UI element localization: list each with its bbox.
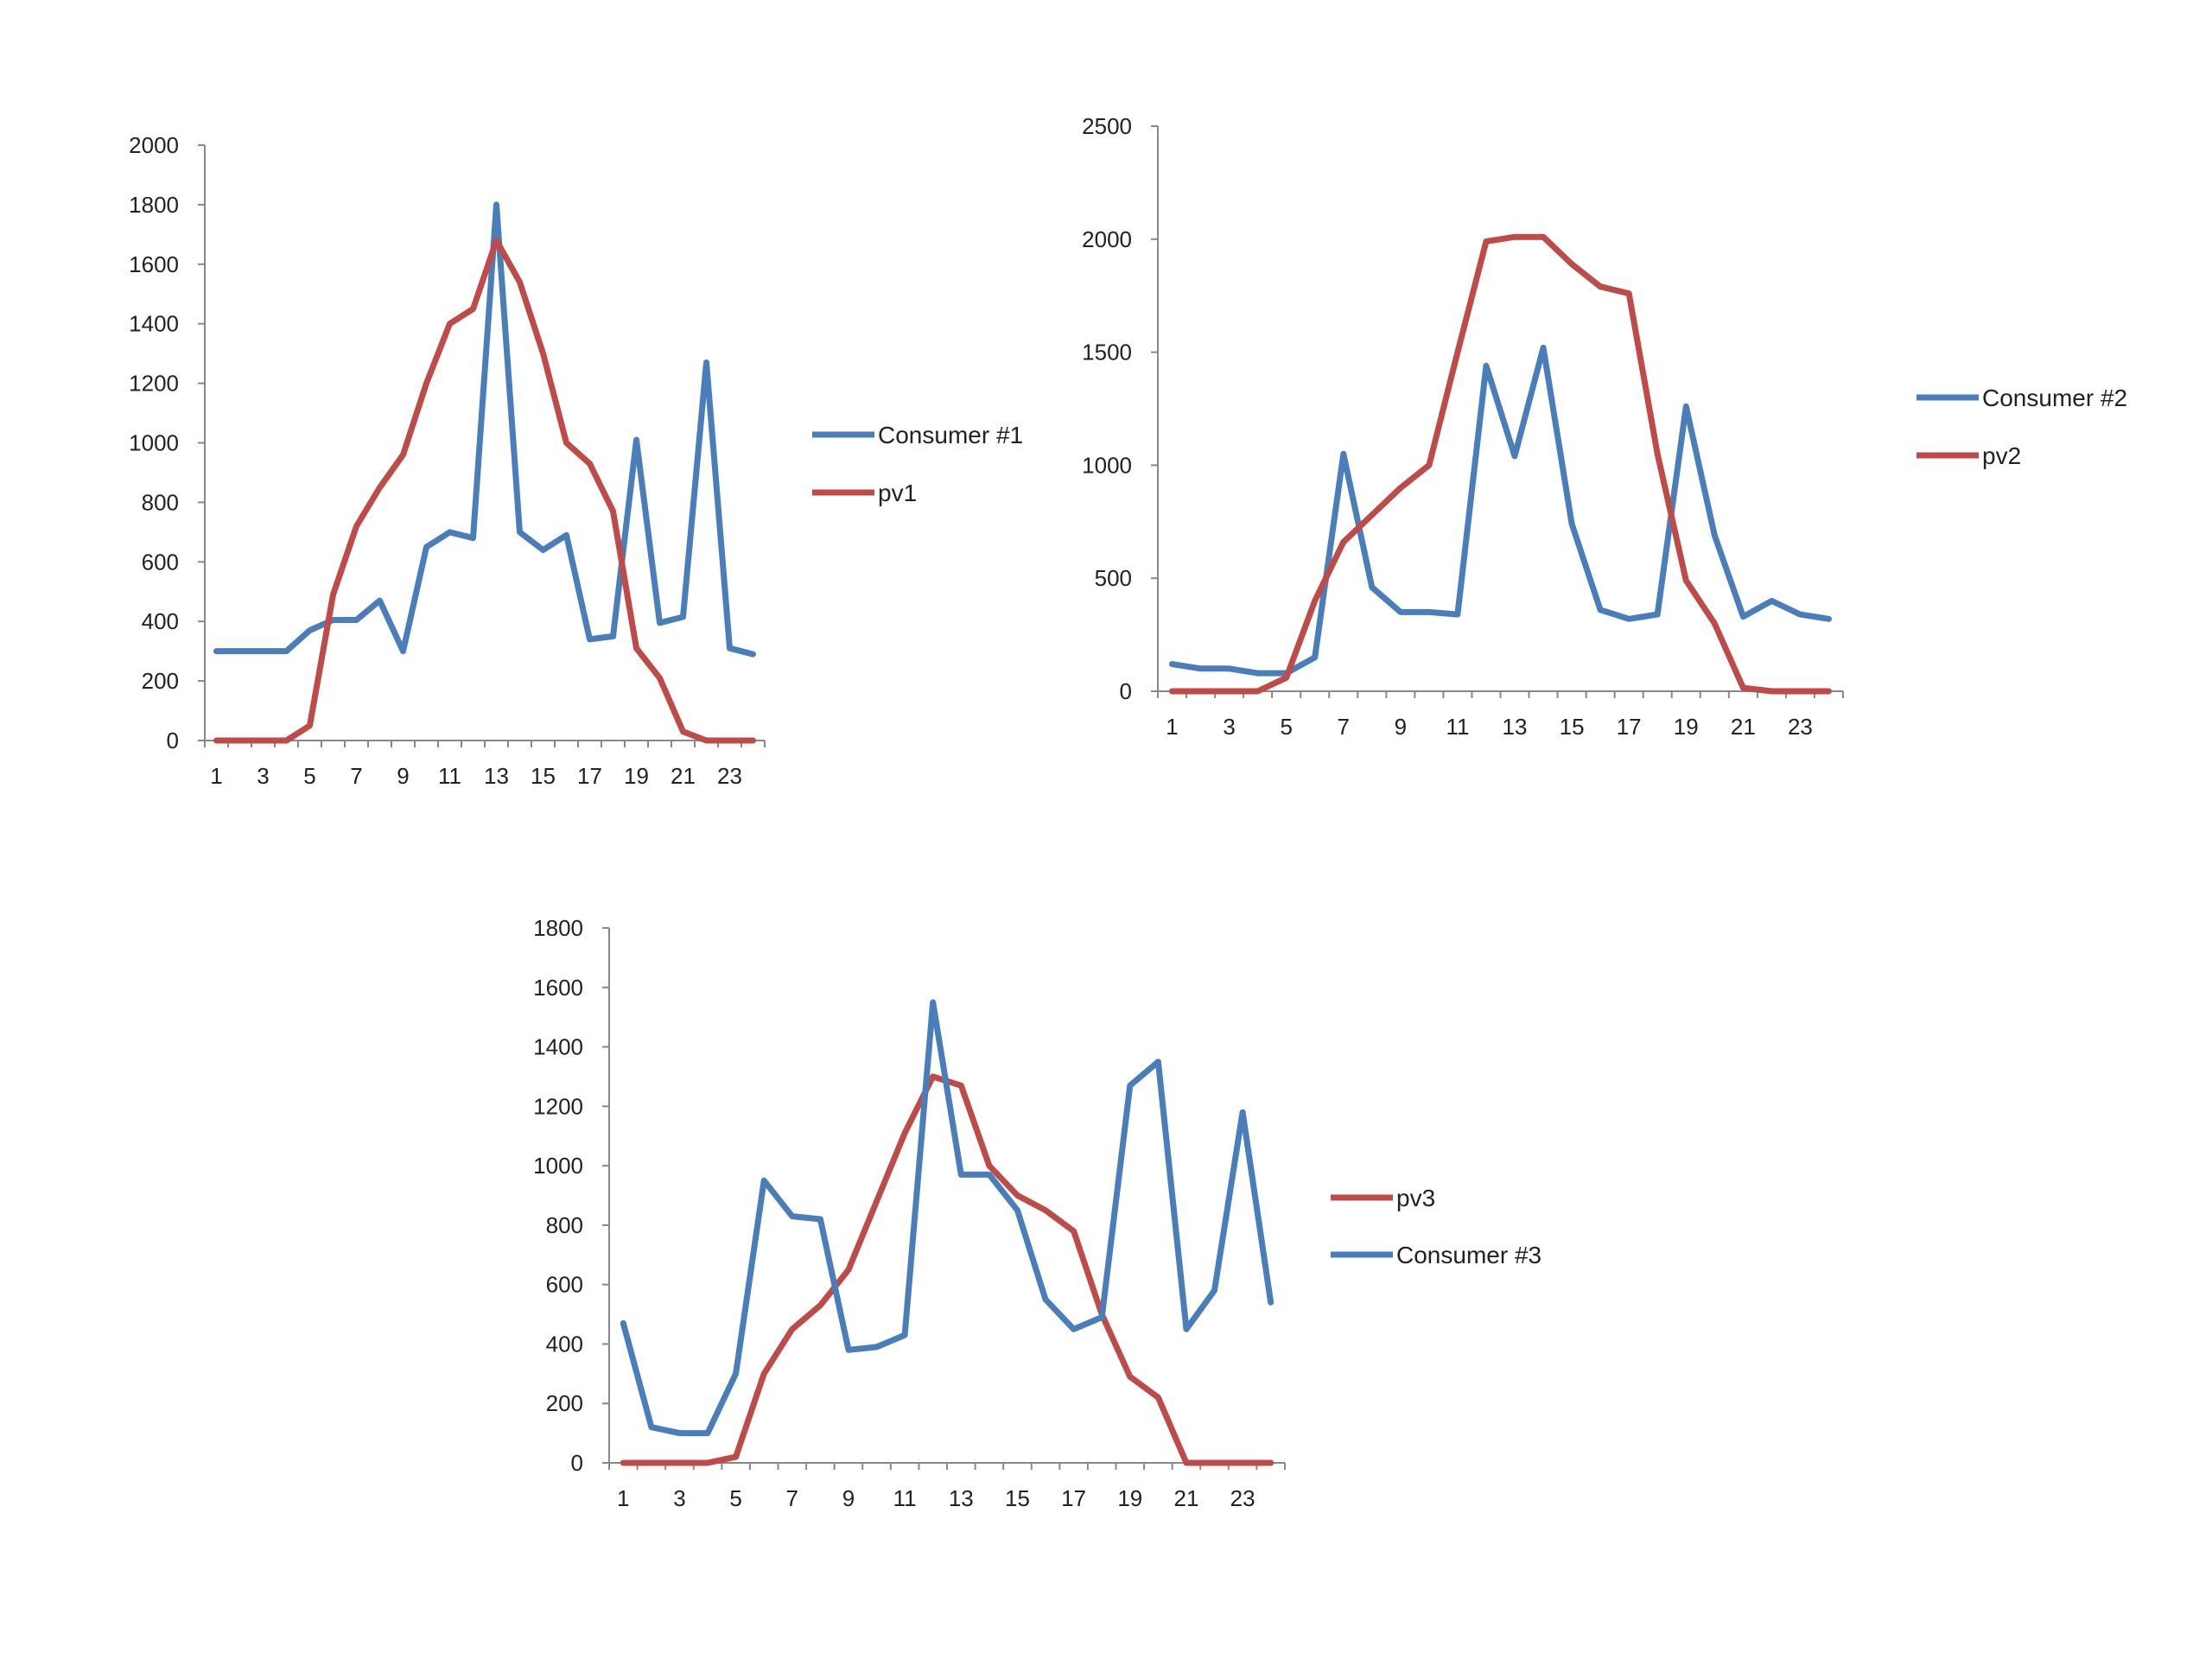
y-tick-label: 2000 [1082,226,1132,252]
x-tick-label: 13 [484,763,509,789]
x-tick-label: 1 [617,1485,629,1511]
x-tick-label: 21 [1731,714,1756,740]
x-tick-label: 11 [438,763,461,789]
legend-label: Consumer #1 [878,422,1023,448]
x-tick-label: 23 [717,763,742,789]
series-line-pv2 [1169,233,1832,695]
x-tick-label: 17 [1617,714,1642,740]
y-tick-label: 1200 [533,1093,583,1119]
y-tick-label: 1500 [1082,340,1132,365]
y-tick-label: 800 [546,1212,583,1238]
y-tick-label: 400 [546,1331,583,1357]
x-tick-label: 23 [1788,714,1813,740]
x-tick-label: 3 [673,1485,685,1511]
x-tick-label: 17 [577,763,602,789]
y-tick-label: 2000 [129,132,179,158]
y-tick-label: 0 [1120,678,1132,704]
x-tick-label: 13 [949,1485,974,1511]
x-tick-label: 7 [786,1485,798,1511]
y-tick-label: 0 [571,1450,583,1476]
x-tick-label: 23 [1230,1485,1255,1511]
y-tick-label: 600 [546,1272,583,1298]
x-tick-label: 3 [257,763,269,789]
x-tick-label: 1 [1166,714,1178,740]
x-tick-label: 15 [1560,714,1585,740]
y-tick-label: 200 [546,1390,583,1416]
y-tick-label: 1000 [1082,452,1132,478]
x-tick-label: 21 [1173,1485,1198,1511]
y-tick-label: 1600 [129,251,179,277]
x-tick-label: 7 [350,763,362,789]
legend-label: Consumer #3 [1396,1242,1541,1268]
y-tick-label: 1400 [129,311,179,337]
x-tick-label: 1 [210,763,222,789]
series-line-consumer-3 [620,999,1274,1437]
x-tick-label: 9 [842,1485,855,1511]
x-tick-label: 9 [1395,714,1407,740]
x-tick-label: 5 [729,1485,741,1511]
y-tick-label: 1400 [533,1034,583,1060]
x-tick-label: 19 [624,763,649,789]
x-tick-label: 5 [303,763,315,789]
x-tick-label: 11 [1446,714,1469,740]
y-tick-label: 0 [167,728,179,753]
x-tick-label: 21 [671,763,696,789]
legend-label: pv1 [878,480,917,506]
x-tick-label: 15 [531,763,556,789]
x-tick-label: 9 [397,763,409,789]
series-line-pv1 [213,237,756,744]
series-line-consumer-1 [213,201,756,658]
x-tick-label: 5 [1280,714,1292,740]
x-tick-label: 13 [1503,714,1528,740]
x-tick-label: 11 [893,1485,917,1511]
x-tick-label: 19 [1674,714,1699,740]
x-tick-label: 19 [1117,1485,1142,1511]
series-line-consumer-2 [1169,344,1832,677]
y-tick-label: 600 [142,549,179,575]
y-tick-label: 1000 [129,430,179,456]
y-tick-label: 1000 [533,1153,583,1179]
y-tick-label: 1800 [129,192,179,218]
y-tick-label: 1200 [129,371,179,397]
y-tick-label: 200 [142,668,179,694]
legend-label: Consumer #2 [1982,385,2127,411]
legend-label: pv3 [1396,1185,1435,1211]
legend-label: pv2 [1982,442,2021,469]
x-tick-label: 7 [1338,714,1350,740]
y-tick-label: 2500 [1082,113,1132,139]
y-tick-label: 800 [142,489,179,515]
y-tick-label: 500 [1095,565,1132,591]
x-tick-label: 15 [1005,1485,1030,1511]
y-tick-label: 1800 [533,915,583,941]
y-tick-label: 400 [142,608,179,634]
y-tick-label: 1600 [533,975,583,1001]
x-tick-label: 3 [1223,714,1235,740]
x-tick-label: 17 [1061,1485,1086,1511]
